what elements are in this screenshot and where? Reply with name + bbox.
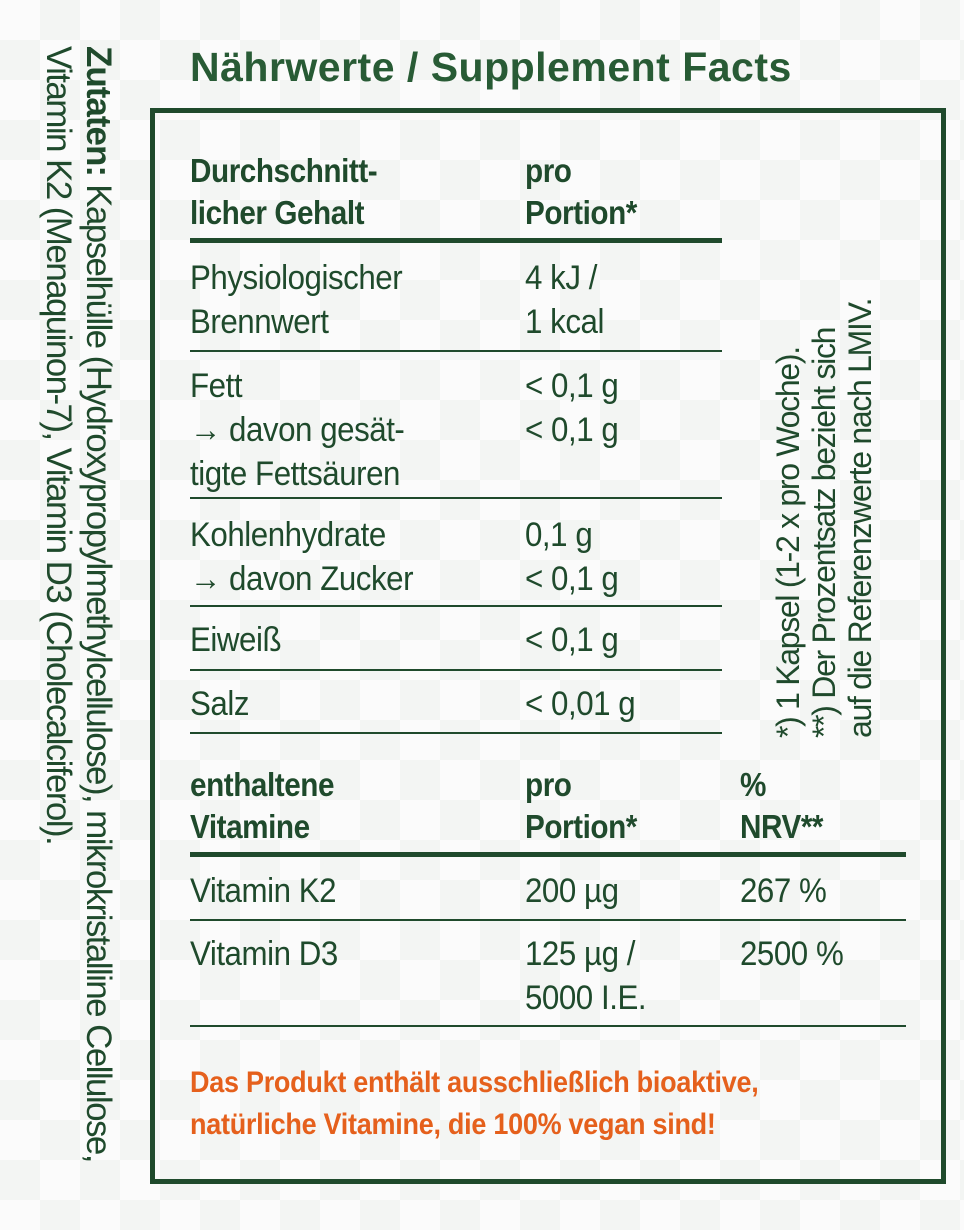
row-fat-label: Fett → davon gesät-tigte Fettsäuren: [190, 367, 405, 493]
footnote: **) Der Prozentsatz bezieht sich: [806, 327, 842, 738]
ingredients-label: Zutaten:: [79, 46, 118, 177]
header-line: Portion*: [525, 194, 637, 231]
row-d3-label: Vitamin D3: [190, 935, 338, 973]
divider: [190, 238, 722, 243]
header-line: pro: [525, 152, 572, 189]
divider: [190, 350, 722, 352]
divider: [190, 732, 722, 734]
footnote: *) 1 Kapsel (1-2 x pro Woche).: [770, 347, 806, 738]
row-k2-label: Vitamin K2: [190, 872, 337, 910]
row-energy-value: 4 kJ /1 kcal: [525, 259, 604, 341]
vegan-claim: Das Produkt enthält ausschließlich bioak…: [190, 1066, 759, 1141]
row-d3-value: 125 µg /5000 I.E.: [525, 935, 647, 1017]
ingredients-text: Zutaten: Kapselhülle (Hydroxypropylmethy…: [38, 46, 118, 1181]
header-nrv: % NRV**: [740, 766, 824, 845]
header-vitamin-portion: pro Portion*: [525, 766, 637, 845]
divider: [190, 497, 722, 499]
header-vitamins: enthaltene Vitamine: [190, 766, 335, 845]
divider: [190, 919, 906, 921]
divider: [190, 852, 906, 857]
header-line: Durchschnitt-: [190, 152, 378, 189]
row-salt-label: Salz: [190, 685, 250, 723]
footnote: auf die Referenzwerte nach LMIV.: [842, 298, 878, 738]
row-carbs-value: 0,1 g < 0,1 g: [525, 516, 619, 598]
facts-frame: [150, 108, 946, 1184]
row-energy-label: Physiologischer Brennwert: [190, 259, 403, 341]
divider: [190, 605, 722, 607]
header-per-portion: pro Portion*: [525, 150, 637, 234]
row-d3-nrv: 2500 %: [740, 935, 844, 973]
row-carbs-label: Kohlenhydrate → davon Zucker: [190, 516, 414, 598]
row-fat-value: < 0,1 g < 0,1 g: [525, 367, 619, 449]
row-protein-value: < 0,1 g: [525, 621, 619, 659]
row-salt-value: < 0,01 g: [525, 685, 636, 723]
footnotes: *) 1 Kapsel (1-2 x pro Woche). **) Der P…: [770, 148, 878, 738]
header-line: licher Gehalt: [190, 194, 365, 231]
row-k2-value: 200 µg: [525, 872, 619, 910]
header-average-content: Durchschnitt- licher Gehalt: [190, 150, 378, 234]
divider: [190, 1025, 906, 1027]
ingredients-list: Kapselhülle (Hydroxypropylmethylcellulos…: [39, 46, 118, 1162]
row-k2-nrv: 267 %: [740, 872, 827, 910]
row-protein-label: Eiweiß: [190, 621, 282, 659]
page-title: Nährwerte / Supplement Facts: [190, 44, 792, 90]
divider: [190, 669, 722, 671]
